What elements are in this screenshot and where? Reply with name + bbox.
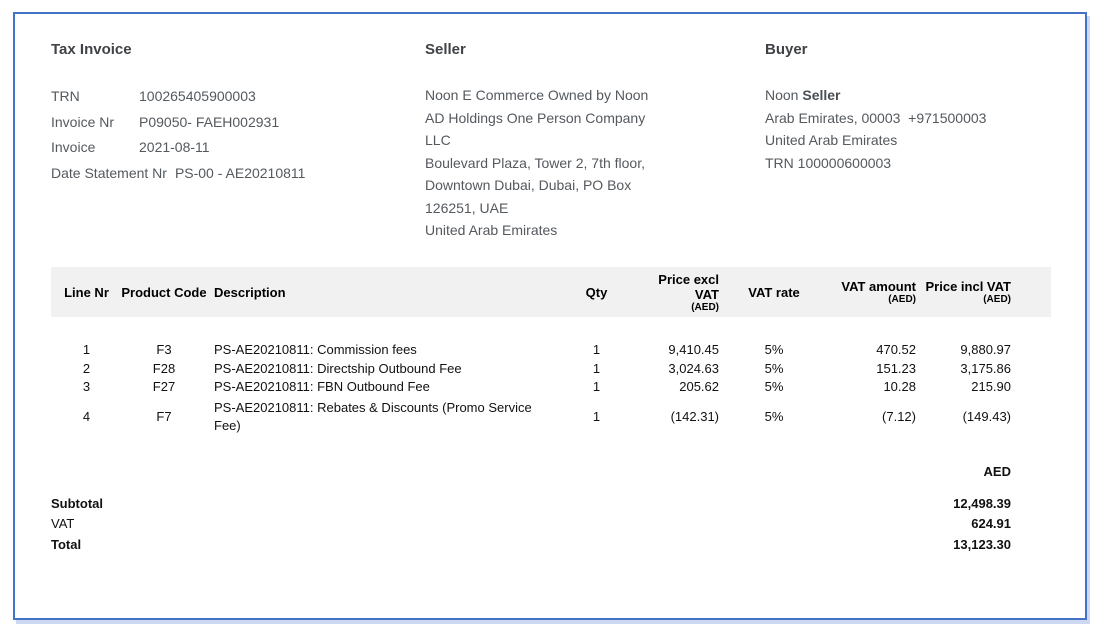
table-row: 1 F3 PS-AE20210811: Commission fees 1 9,… [51,341,1051,360]
buyer-name-prefix: Noon [765,87,803,103]
cell-qty: 1 [592,342,601,357]
cell-vat-rate: 5% [764,360,784,376]
cell-vat-amount: 10.28 [883,379,916,394]
cell-line-nr: 2 [82,360,91,376]
meta-label: Invoice Nr [51,113,115,130]
table-row: 3 F27 PS-AE20210811: FBN Outbound Fee 1 … [51,378,1051,397]
summary-row-vat: VAT 624.91 [51,514,1051,535]
cell-vat-amount: 470.52 [876,342,916,357]
cell-vat-rate: 5% [764,342,784,357]
summary-rows: Subtotal 12,498.39 VAT 624.91 Total 13,1… [51,494,1051,556]
buyer-name: Noon Seller [765,84,1065,107]
cell-qty: 1 [592,379,601,394]
seller-line: Downtown Dubai, Dubai, PO Box [425,177,632,193]
summary-row-subtotal: Subtotal 12,498.39 [51,494,1051,515]
invoice-meta-block: Tax Invoice TRN 100265405900003 Invoice … [51,40,425,267]
col-price-excl-vat-unit: (AED) [691,301,719,313]
cell-price-excl-vat: 3,024.63 [668,360,719,376]
seller-line: Noon E Commerce Owned by Noon [425,87,649,103]
col-price-incl-vat-unit: (AED) [983,294,1011,305]
cell-price-excl-vat: 205.62 [679,379,719,394]
col-line-nr: Line Nr [64,284,109,300]
summary-value: 12,498.39 [953,495,1011,511]
invoice-meta-row-statement-nr: Date Statement Nr PS-00 - AE20210811 [51,161,425,187]
cell-vat-rate: 5% [764,408,784,424]
invoice-content: Tax Invoice TRN 100265405900003 Invoice … [15,14,1085,555]
cell-description: PS-AE20210811: FBN Outbound Fee [214,379,430,394]
summary-currency: AED [983,463,1011,479]
cell-price-incl-vat: (149.43) [962,408,1011,424]
table-header-row: Line Nr Product Code Description Qty Pri… [51,267,1051,317]
buyer-name-bold: Seller [802,87,841,103]
meta-value-trn: 100265405900003 [139,88,256,104]
buyer-line: Arab Emirates, 00003 +971500003 [765,109,987,126]
seller-heading: Seller [425,41,466,58]
seller-line: United Arab Emirates [425,222,558,238]
seller-line: AD Holdings One Person Company [425,109,646,126]
cell-price-incl-vat: 3,175.86 [960,360,1011,376]
seller-line: LLC [425,132,451,148]
summary-label: VAT [51,516,75,531]
meta-value-statement-nr: PS-00 - AE20210811 [174,164,306,181]
seller-line: Boulevard Plaza, Tower 2, 7th floor, [425,154,645,171]
cell-price-incl-vat: 215.90 [971,379,1011,394]
summary-row-total: Total 13,123.30 [51,535,1051,556]
summary-label: Total [51,536,82,552]
invoice-document: Tax Invoice TRN 100265405900003 Invoice … [13,12,1087,620]
meta-value-invoice-nr: P09050- FAEH002931 [139,113,280,130]
cell-line-nr: 1 [82,342,91,357]
buyer-trn: TRN 100000600003 [765,154,892,171]
table-row: 2 F28 PS-AE20210811: Directship Outbound… [51,360,1051,379]
table-row: 4 F7 PS-AE20210811: Rebates & Discounts … [51,399,1051,436]
cell-vat-amount: (7.12) [882,408,916,424]
summary-section: AED Subtotal 12,498.39 VAT 624.91 Total … [51,464,1051,556]
col-price-excl-vat: Price excl VAT (AED) [658,271,719,313]
col-description: Description [214,284,286,300]
col-vat-amount-unit: (AED) [888,294,916,305]
cell-product-code: F3 [156,342,172,357]
summary-value: 624.91 [971,516,1011,531]
line-items-table: Line Nr Product Code Description Qty Pri… [51,267,1051,436]
invoice-header-section: Tax Invoice TRN 100265405900003 Invoice … [51,40,1085,267]
invoice-meta-row-invoice-date: Invoice 2021-08-11 [51,135,425,161]
meta-label: TRN [51,88,80,104]
col-price-incl-vat: Price incl VAT (AED) [925,279,1012,305]
meta-label: Date Statement Nr [51,164,167,181]
cell-description: PS-AE20210811: Rebates & Discounts (Prom… [214,399,532,434]
cell-vat-amount: 151.23 [876,360,916,376]
col-vat-amount: VAT amount (AED) [841,279,916,305]
seller-block: Seller Noon E Commerce Owned by Noon AD … [425,40,765,267]
buyer-heading: Buyer [765,41,808,58]
cell-product-code: F7 [156,408,172,424]
buyer-block: Buyer Noon Seller Arab Emirates, 00003 +… [765,40,1065,267]
cell-price-excl-vat: (142.31) [670,408,719,424]
table-body: 1 F3 PS-AE20210811: Commission fees 1 9,… [51,341,1051,436]
summary-value: 13,123.30 [953,536,1011,552]
col-qty: Qty [585,284,608,300]
cell-description: PS-AE20210811: Commission fees [214,342,417,357]
cell-product-code: F27 [152,379,176,394]
meta-label: Invoice [51,139,96,155]
buyer-line: United Arab Emirates [765,132,898,148]
meta-value-invoice-date: 2021-08-11 [139,139,210,155]
cell-vat-rate: 5% [764,379,784,394]
cell-product-code: F28 [152,360,176,376]
col-vat-rate: VAT rate [748,284,800,300]
col-product-code: Product Code [121,284,207,300]
cell-qty: 1 [592,360,601,376]
cell-line-nr: 3 [82,379,91,394]
invoice-meta-row-trn: TRN 100265405900003 [51,84,425,110]
invoice-meta-row-invoice-nr: Invoice Nr P09050- FAEH002931 [51,110,425,136]
cell-description: PS-AE20210811: Directship Outbound Fee [214,360,462,376]
cell-line-nr: 4 [82,408,91,424]
invoice-title: Tax Invoice [51,41,132,58]
seller-line: 126251, UAE [425,199,509,216]
cell-price-excl-vat: 9,410.45 [668,342,719,357]
summary-label: Subtotal [51,495,103,511]
cell-qty: 1 [592,408,601,424]
cell-price-incl-vat: 9,880.97 [960,342,1011,357]
